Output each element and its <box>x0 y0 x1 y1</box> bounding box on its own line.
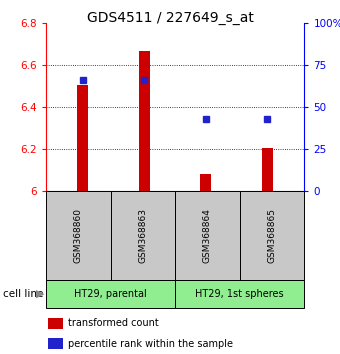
Text: GSM368863: GSM368863 <box>138 208 147 263</box>
Text: GSM368865: GSM368865 <box>268 208 276 263</box>
Text: GSM368860: GSM368860 <box>74 208 83 263</box>
Bar <box>175 191 240 280</box>
Text: GSM368864: GSM368864 <box>203 208 212 263</box>
Text: HT29, 1st spheres: HT29, 1st spheres <box>195 289 284 299</box>
Bar <box>110 191 175 280</box>
Bar <box>200 174 211 191</box>
Bar <box>49 338 63 349</box>
Text: percentile rank within the sample: percentile rank within the sample <box>68 338 233 349</box>
Bar <box>262 148 273 191</box>
Bar <box>77 85 88 191</box>
Text: ▶: ▶ <box>36 289 44 299</box>
Text: HT29, parental: HT29, parental <box>74 289 147 299</box>
Bar <box>240 191 304 280</box>
Bar <box>139 51 150 191</box>
Bar <box>46 280 175 308</box>
Text: cell line: cell line <box>3 289 44 299</box>
Bar <box>49 318 63 329</box>
Text: transformed count: transformed count <box>68 318 159 328</box>
Bar <box>175 280 304 308</box>
Bar <box>46 191 110 280</box>
Text: GDS4511 / 227649_s_at: GDS4511 / 227649_s_at <box>87 11 253 25</box>
